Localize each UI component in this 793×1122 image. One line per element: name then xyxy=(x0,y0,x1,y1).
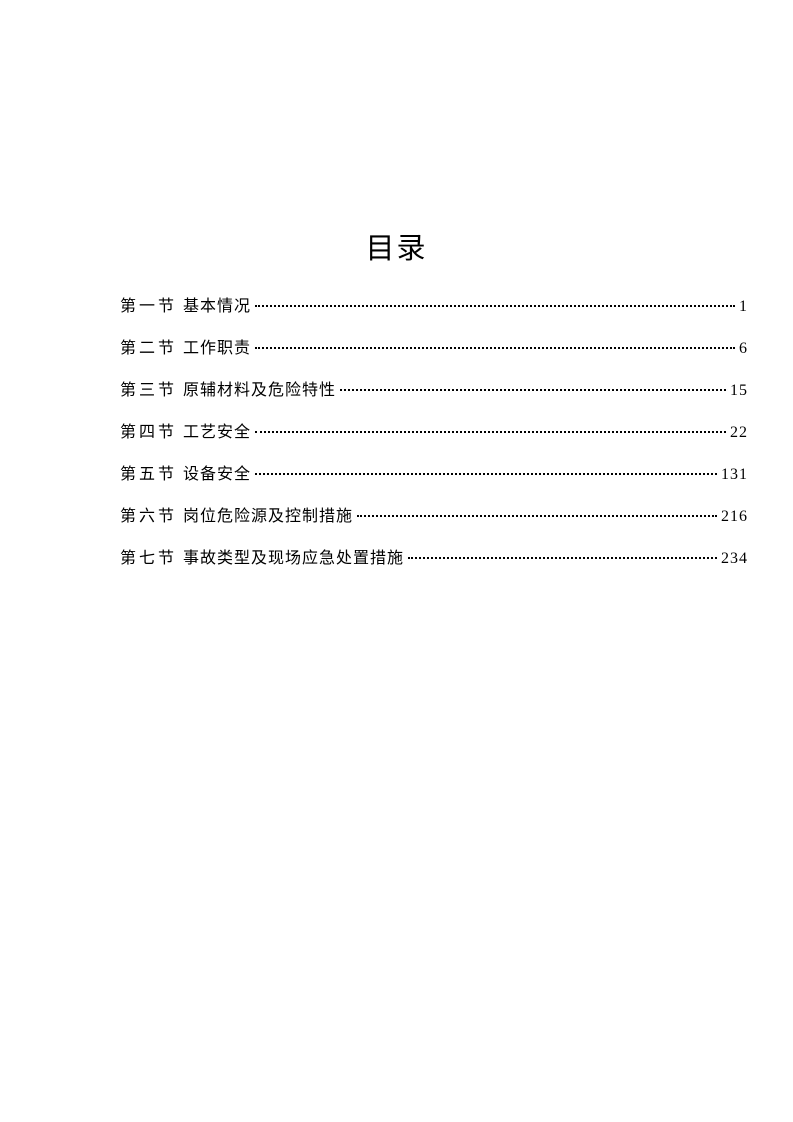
toc-leader-dots xyxy=(340,389,726,391)
toc-entry: 第一节 基本情况 1 xyxy=(120,295,748,319)
toc-page-number: 15 xyxy=(730,379,748,403)
toc-section-label: 设备安全 xyxy=(183,463,251,487)
toc-entry: 第三节 原辅材料及危险特性 15 xyxy=(120,379,748,403)
toc-title: 目录 xyxy=(45,225,748,267)
toc-section-label: 工艺安全 xyxy=(183,421,251,445)
toc-entry: 第七节 事故类型及现场应急处置措施 234 xyxy=(120,547,748,571)
toc-section-number: 第四节 xyxy=(120,421,177,445)
toc-leader-dots xyxy=(255,473,717,475)
toc-page-number: 22 xyxy=(730,421,748,445)
toc-section-number: 第一节 xyxy=(120,295,177,319)
toc-leader-dots xyxy=(357,515,717,517)
toc-section-number: 第七节 xyxy=(120,547,177,571)
toc-section-label: 基本情况 xyxy=(183,295,251,319)
toc-page-number: 1 xyxy=(739,295,748,319)
toc-leader-dots xyxy=(255,347,735,349)
toc-page-number: 131 xyxy=(721,463,748,487)
toc-section-label: 工作职责 xyxy=(183,337,251,361)
page-container: 目录 第一节 基本情况 1 第二节 工作职责 6 第三节 原辅材料及危险特性 1… xyxy=(0,0,793,571)
toc-page-number: 216 xyxy=(721,505,748,529)
toc-entry: 第六节 岗位危险源及控制措施 216 xyxy=(120,505,748,529)
toc-section-number: 第六节 xyxy=(120,505,177,529)
toc-section-number: 第二节 xyxy=(120,337,177,361)
toc-leader-dots xyxy=(255,305,735,307)
toc-entry: 第二节 工作职责 6 xyxy=(120,337,748,361)
toc-section-label: 事故类型及现场应急处置措施 xyxy=(183,547,404,571)
toc-list: 第一节 基本情况 1 第二节 工作职责 6 第三节 原辅材料及危险特性 15 第… xyxy=(120,295,748,571)
toc-entry: 第五节 设备安全 131 xyxy=(120,463,748,487)
toc-section-number: 第三节 xyxy=(120,379,177,403)
toc-section-label: 原辅材料及危险特性 xyxy=(183,379,336,403)
toc-page-number: 6 xyxy=(739,337,748,361)
toc-leader-dots xyxy=(408,557,717,559)
toc-leader-dots xyxy=(255,431,726,433)
toc-section-label: 岗位危险源及控制措施 xyxy=(183,505,353,529)
toc-section-number: 第五节 xyxy=(120,463,177,487)
toc-entry: 第四节 工艺安全 22 xyxy=(120,421,748,445)
toc-page-number: 234 xyxy=(721,547,748,571)
